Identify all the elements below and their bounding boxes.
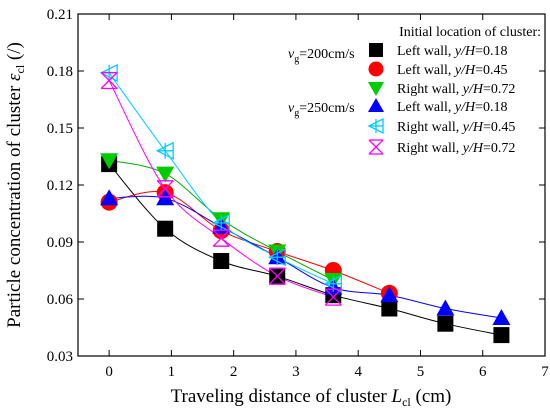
axes: 0 1 2 3 4 5 6 7 0.03 0.06 0.09 0.12 0.15 0.18 0.21: [47, 7, 550, 380]
series-3-point: [156, 166, 175, 183]
series-4-point: [100, 189, 119, 206]
legend-marker-4: [368, 98, 384, 112]
data-points: [99, 63, 511, 344]
legend-marker-3: [368, 82, 384, 96]
legend-marker-2: [368, 61, 384, 77]
legend-marker-1: [369, 43, 383, 57]
series-6-point: [156, 180, 174, 198]
legend-marker-5: [367, 117, 384, 135]
series-5-point: [155, 141, 174, 160]
series-4-line: [109, 195, 502, 319]
x-tick-label: 5: [417, 364, 425, 380]
y-tick-label: 0.18: [47, 64, 73, 80]
x-tick-label: 2: [230, 364, 238, 380]
y-tick-label: 0.12: [47, 178, 73, 194]
legend-title: Initial location of cluster:: [399, 25, 541, 40]
x-tick-label: 0: [105, 364, 113, 380]
x-tick-label: 4: [354, 364, 362, 380]
y-tick-label: 0.15: [47, 121, 73, 137]
y-tick-label: 0.03: [47, 349, 73, 365]
legend-entry-1: Left wall, y/H=0.18: [397, 44, 508, 59]
series-5-point: [211, 213, 230, 233]
series-3-point: [100, 153, 119, 170]
legend-entry-4: Left wall, y/H=0.18: [397, 100, 508, 115]
x-tick-label: 6: [479, 364, 487, 380]
legend-group-label: vg=200cm/s: [288, 47, 355, 65]
legend-entry-3: Right wall, y/H=0.72: [397, 82, 515, 97]
legend-group-label: vg=250cm/s: [288, 101, 355, 119]
x-tick-label: 1: [168, 364, 176, 380]
series-4-point: [492, 309, 511, 325]
series-1-point: [213, 253, 230, 269]
x-tick-label: 7: [541, 364, 549, 380]
series-4-point: [380, 286, 399, 303]
series-1-point: [493, 327, 510, 344]
series-1-point: [437, 315, 454, 332]
y-tick-label: 0.21: [47, 7, 73, 23]
legend-entry-6: Right wall, y/H=0.72: [397, 141, 515, 156]
series-5-point: [267, 248, 286, 267]
x-tick-label: 3: [292, 364, 300, 380]
legend-marker-6: [368, 139, 384, 155]
series-1-point: [381, 300, 398, 317]
legend: Initial location of cluster: vg=200cm/s vg…: [288, 25, 541, 156]
y-axis-title: Particle concentration of cluster εcl (/…: [4, 42, 27, 328]
y-tick-label: 0.06: [47, 292, 74, 308]
series-4-point: [436, 299, 455, 316]
series-6-point: [100, 71, 118, 90]
x-axis-title: Traveling distance of cluster Lcl (cm): [171, 386, 452, 409]
series-6-point: [268, 267, 286, 285]
series-6-point: [212, 229, 230, 247]
legend-entry-5: Right wall, y/H=0.45: [397, 120, 515, 135]
series-6-point: [324, 288, 342, 306]
series-1-point: [157, 220, 174, 237]
y-tick-label: 0.09: [47, 235, 73, 251]
legend-entry-2: Left wall, y/H=0.45: [397, 63, 508, 78]
